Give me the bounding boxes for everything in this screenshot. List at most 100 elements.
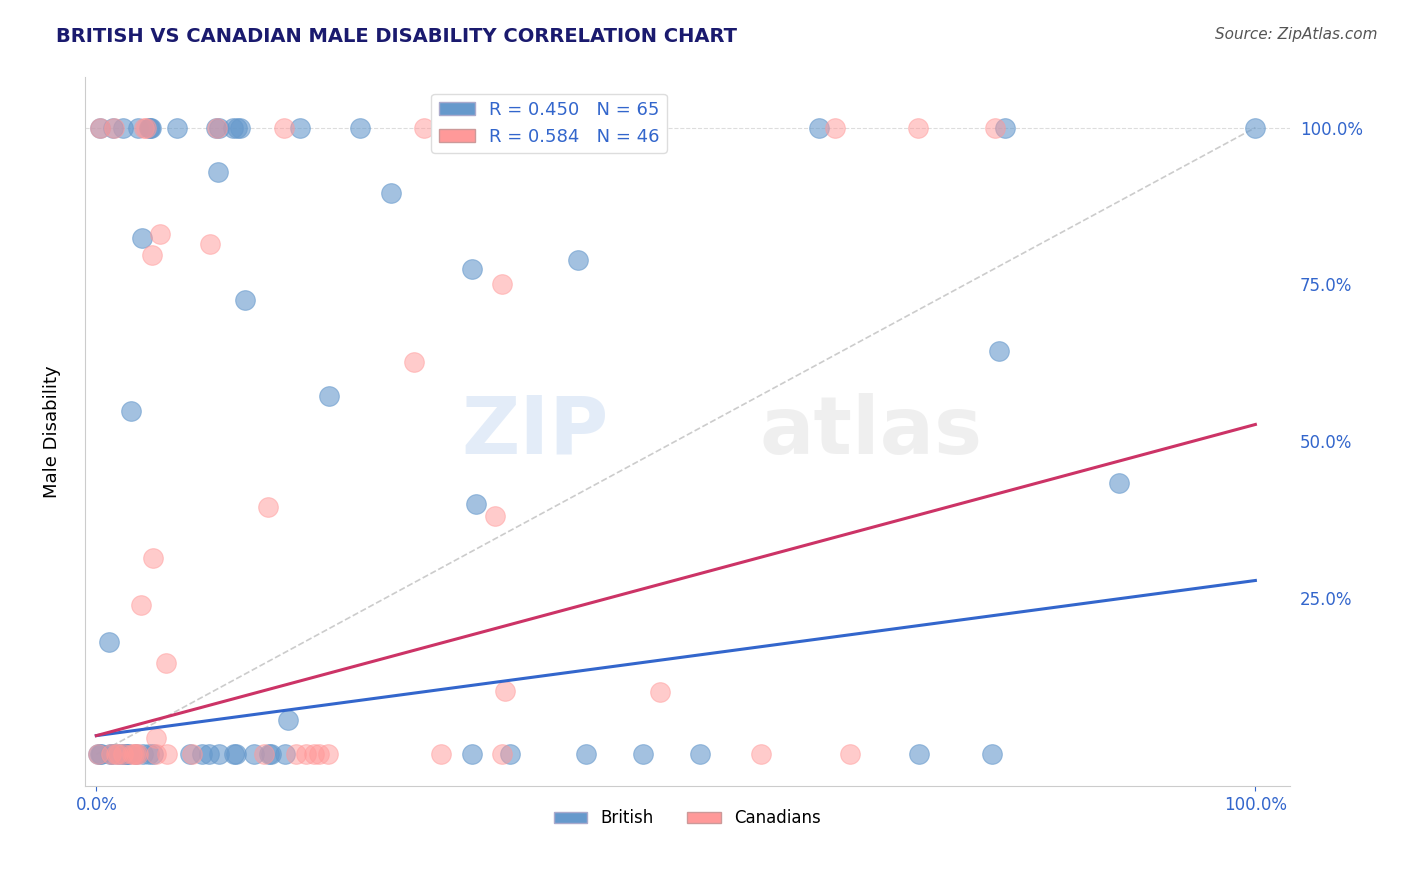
Point (567, 252, 589, 267)
Point (565, 120, 588, 135)
Point (138, 747, 160, 762)
Point (908, 747, 931, 762)
Point (461, 747, 484, 762)
Point (277, 713, 299, 727)
Point (257, 500, 280, 514)
Point (302, 747, 325, 762)
Point (105, 747, 128, 762)
Point (89, 747, 111, 762)
Point (117, 747, 139, 762)
Point (650, 685, 672, 699)
Point (89, 120, 111, 135)
Point (107, 747, 129, 762)
Point (101, 120, 124, 135)
Point (111, 120, 134, 135)
Y-axis label: Male Disability: Male Disability (44, 366, 60, 498)
Point (205, 120, 228, 135)
Point (131, 231, 153, 245)
Point (226, 120, 249, 135)
Point (117, 747, 139, 762)
Point (225, 747, 247, 762)
Point (208, 747, 231, 762)
Point (491, 747, 513, 762)
Point (139, 120, 162, 135)
Point (994, 120, 1017, 135)
Point (491, 277, 513, 292)
Point (464, 120, 486, 135)
Point (491, 120, 513, 135)
Point (494, 684, 516, 698)
Point (349, 120, 371, 135)
Point (101, 747, 124, 762)
Point (111, 747, 134, 762)
Point (142, 550, 165, 565)
Point (204, 120, 226, 135)
Point (537, 120, 560, 135)
Point (141, 248, 163, 262)
Point (179, 747, 201, 762)
Point (90, 747, 112, 762)
Point (984, 120, 1007, 135)
Point (208, 120, 231, 135)
Point (259, 747, 281, 762)
Point (198, 237, 221, 252)
Point (135, 120, 157, 135)
Text: Source: ZipAtlas.com: Source: ZipAtlas.com (1215, 27, 1378, 42)
Point (145, 731, 167, 746)
Text: ZIP: ZIP (461, 392, 609, 471)
Point (125, 747, 148, 762)
Point (288, 120, 311, 135)
Point (100, 747, 122, 762)
Point (316, 747, 339, 762)
Text: atlas: atlas (759, 392, 983, 471)
Point (97, 635, 120, 649)
Point (308, 747, 330, 762)
Point (198, 747, 221, 762)
Point (689, 747, 711, 762)
Point (87, 747, 110, 762)
Point (127, 120, 149, 135)
Point (633, 747, 655, 762)
Point (253, 747, 276, 762)
Point (111, 747, 134, 762)
Point (145, 747, 167, 762)
Text: BRITISH VS CANADIAN MALE DISABILITY CORRELATION CHART: BRITISH VS CANADIAN MALE DISABILITY CORR… (56, 27, 737, 45)
Point (228, 120, 250, 135)
Point (499, 747, 522, 762)
Point (127, 747, 149, 762)
Point (413, 120, 436, 135)
Point (233, 293, 256, 307)
Point (318, 389, 340, 403)
Point (907, 120, 929, 135)
Point (1108, 476, 1130, 491)
Point (257, 747, 280, 762)
Point (838, 747, 860, 762)
Point (120, 404, 142, 418)
Point (380, 186, 402, 200)
Point (274, 747, 297, 762)
Point (114, 747, 136, 762)
Point (295, 747, 318, 762)
Point (98, 747, 121, 762)
Point (122, 747, 145, 762)
Point (138, 120, 160, 135)
Point (103, 120, 125, 135)
Point (181, 747, 204, 762)
Point (808, 120, 831, 135)
Point (125, 747, 148, 762)
Point (155, 656, 177, 670)
Point (142, 747, 165, 762)
Point (824, 120, 846, 135)
Point (981, 747, 1004, 762)
Point (149, 227, 172, 241)
Point (484, 509, 506, 524)
Point (114, 747, 136, 762)
Point (402, 355, 425, 369)
Point (87, 747, 110, 762)
Point (575, 747, 598, 762)
Point (141, 120, 163, 135)
Point (132, 120, 155, 135)
Point (243, 747, 266, 762)
Legend: British, Canadians: British, Canadians (547, 803, 828, 834)
Point (465, 497, 488, 511)
